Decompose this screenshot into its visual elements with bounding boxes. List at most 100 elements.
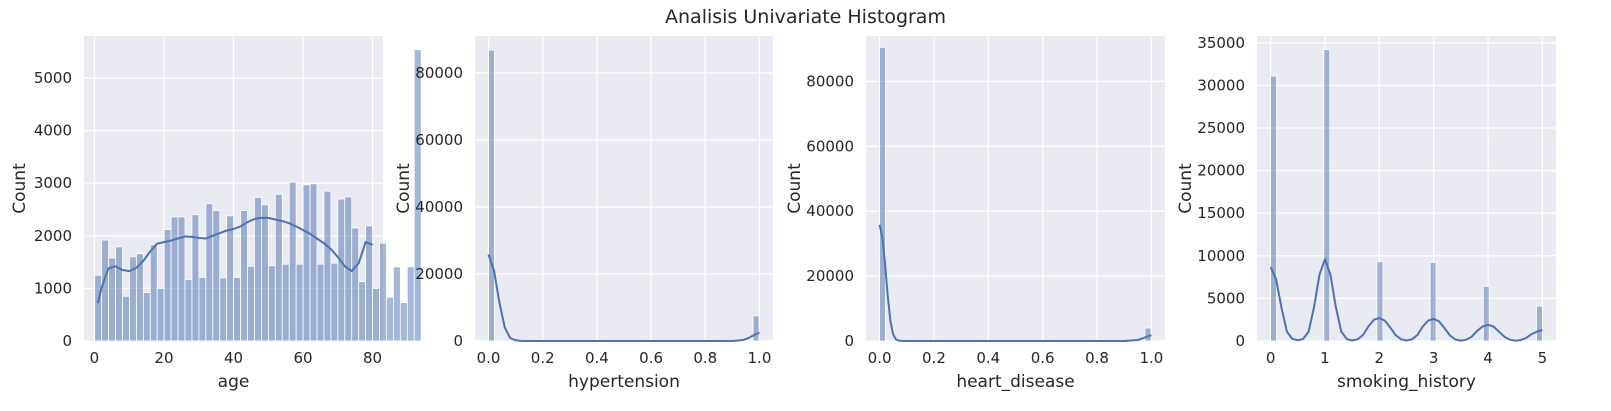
y-axis-label: Count — [10, 163, 30, 214]
histogram-bar — [399, 302, 408, 342]
x-tick-label: 5 — [1538, 349, 1548, 367]
histogram-bar — [379, 242, 387, 342]
x-axis-label: smoking_history — [1337, 372, 1476, 392]
y-axis-label: Count — [1176, 163, 1196, 214]
x-tick-label: 0 — [90, 349, 100, 367]
histogram-bar — [323, 190, 332, 342]
y-tick-label: 20000 — [806, 267, 854, 285]
histogram-bar — [226, 215, 235, 342]
histogram-bar — [337, 198, 346, 342]
y-tick-label: 10000 — [1197, 247, 1245, 265]
histogram-bar — [233, 276, 241, 342]
x-axis-label: age — [218, 372, 250, 392]
y-tick-label: 0 — [844, 332, 854, 350]
subplot-age: 0 20 40 60 80 0 1000 2000 3000 4000 5000 age Count — [10, 36, 422, 392]
y-tick-label: 2000 — [34, 227, 72, 245]
histogram-bar — [330, 262, 339, 342]
histogram-bar — [1429, 262, 1437, 342]
y-tick-label: 80000 — [806, 72, 854, 90]
kde-line — [487, 254, 760, 342]
histogram-bar — [198, 276, 207, 342]
histogram-bar — [302, 184, 311, 342]
figure-title: Analisis Univariate Histogram — [665, 6, 946, 28]
kde-line — [1269, 258, 1543, 342]
histogram-bar — [1144, 327, 1152, 342]
histogram-bar — [406, 266, 415, 342]
histogram-bar — [163, 229, 172, 342]
x-tick-label: 0.4 — [585, 349, 609, 367]
x-tick-label: 1.0 — [1139, 349, 1163, 367]
histogram-bar — [156, 288, 165, 342]
x-tick-label: 3 — [1429, 349, 1439, 367]
y-tick-label: 15000 — [1197, 204, 1245, 222]
histogram-bar — [108, 257, 116, 342]
histogram-bar — [247, 265, 255, 342]
y-tick-label: 20000 — [415, 265, 463, 283]
histogram-bar — [149, 244, 158, 342]
y-axis-label: Count — [394, 163, 414, 214]
y-tick-label: 0 — [62, 332, 72, 350]
x-tick-label: 60 — [293, 349, 312, 367]
histogram-bar — [365, 225, 373, 342]
histogram-bar — [122, 295, 130, 342]
x-tick-label: 40 — [224, 349, 243, 367]
y-tick-label: 40000 — [415, 198, 463, 216]
x-tick-label: 1.0 — [748, 349, 772, 367]
x-tick-label: 0.2 — [531, 349, 555, 367]
histogram-bar — [212, 210, 221, 342]
histogram-bar — [1482, 286, 1490, 342]
x-tick-label: 0.0 — [868, 349, 892, 367]
x-tick-label: 0.6 — [1031, 349, 1055, 367]
x-tick-label: 80 — [363, 349, 382, 367]
plot-area — [1257, 36, 1556, 341]
histogram-bar — [316, 263, 325, 342]
histogram-bar — [358, 281, 367, 342]
histogram-bar — [752, 315, 760, 342]
histogram-bar — [413, 49, 422, 342]
kde-line — [878, 224, 1152, 342]
histogram-bar — [1376, 261, 1384, 342]
histogram-bar — [295, 263, 304, 342]
histogram-bar — [261, 204, 269, 342]
y-tick-label: 20000 — [1197, 162, 1245, 180]
y-tick-label: 30000 — [1197, 76, 1245, 94]
histogram-bar — [219, 277, 228, 342]
histogram-bar — [170, 216, 179, 342]
histogram-bar — [1536, 305, 1543, 342]
subplot-hypertension: 0.0 0.2 0.4 0.6 0.8 1.0 0 20000 40000 60000 80000 h… — [394, 36, 773, 392]
y-tick-label: 25000 — [1197, 119, 1245, 137]
histogram-bar — [351, 227, 360, 342]
plot-area — [475, 36, 773, 341]
x-tick-label: 0.0 — [477, 349, 501, 367]
y-tick-label: 4000 — [34, 122, 72, 140]
x-tick-label: 4 — [1483, 349, 1493, 367]
histogram-bar — [94, 274, 103, 342]
x-tick-label: 0.4 — [976, 349, 1000, 367]
x-tick-label: 1 — [1320, 349, 1330, 367]
histogram-bar — [386, 296, 394, 342]
x-tick-label: 0.2 — [922, 349, 946, 367]
y-tick-label: 0 — [453, 332, 463, 350]
histogram-bar — [372, 288, 380, 342]
plot-area — [866, 36, 1165, 341]
histogram-bar — [1323, 49, 1331, 342]
subplot-heart-disease: 0.0 0.2 0.4 0.6 0.8 1.0 0 20000 40000 60000 80000 h… — [785, 36, 1165, 392]
histogram-bar — [191, 214, 200, 342]
histogram-bar — [142, 292, 151, 342]
histogram-bar — [240, 210, 248, 342]
x-tick-label: 0.8 — [1085, 349, 1109, 367]
histogram-bar — [288, 181, 297, 342]
histogram-bar — [274, 193, 283, 342]
histogram-bar — [281, 263, 290, 342]
histogram-bar — [393, 266, 401, 342]
histogram-bar — [177, 216, 186, 342]
x-axis-label: hypertension — [568, 372, 680, 392]
x-tick-label: 0.6 — [639, 349, 663, 367]
x-tick-label: 0.8 — [693, 349, 717, 367]
y-tick-label: 35000 — [1197, 34, 1245, 52]
histogram-bar — [205, 203, 214, 342]
histogram-bar — [184, 279, 193, 342]
y-tick-label: 80000 — [415, 64, 463, 82]
